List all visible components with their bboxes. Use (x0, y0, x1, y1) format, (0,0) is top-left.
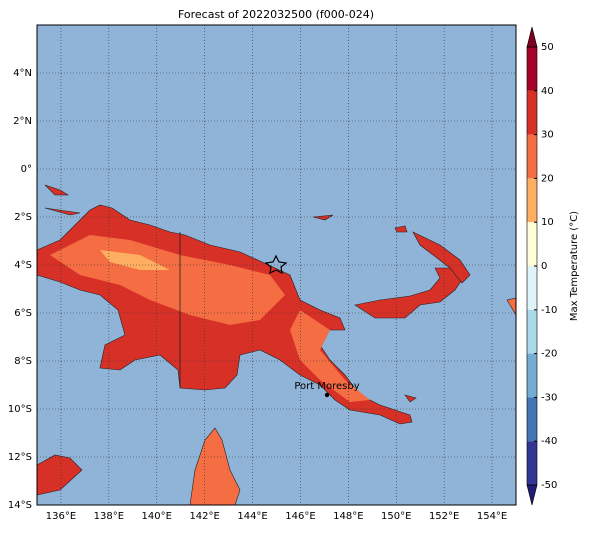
land-island (44, 184, 70, 196)
colorbar-segment (527, 178, 537, 223)
colorbar-tick-label: 40 (541, 86, 554, 97)
x-tick-label: 138°E (94, 511, 124, 522)
land-new-ireland (412, 231, 471, 284)
colorbar-segment (527, 397, 537, 442)
x-tick-label: 150°E (381, 511, 411, 522)
map-title: Forecast of 2022032500 (f000-024) (178, 8, 374, 21)
temperature-area (290, 310, 370, 402)
colorbar-segment (527, 222, 537, 266)
colorbar-tick-label: -20 (541, 349, 557, 360)
colorbar-tick-label: -50 (541, 480, 557, 491)
y-tick-label: 6°S (14, 308, 32, 319)
y-tick-label: 4°N (13, 68, 32, 79)
y-tick-label: 14°S (8, 500, 32, 511)
city-marker (324, 392, 330, 398)
y-tick-label: 10°S (8, 404, 32, 415)
colorbar-tick-label: 30 (541, 130, 554, 141)
y-tick-label: 2°N (13, 116, 32, 127)
colorbar-segment (527, 353, 537, 398)
colorbar: 50 40 30 20 10 0 -10 -20 -30 -40 -50 (526, 26, 557, 506)
land-cape-york (189, 427, 241, 506)
y-tick-label: 4°S (14, 260, 32, 271)
y-tick-label: 8°S (14, 356, 32, 367)
colorbar-segment (527, 90, 537, 135)
x-tick-label: 146°E (285, 511, 315, 522)
colorbar-segment (527, 134, 537, 179)
land-island (44, 207, 81, 216)
star-marker (264, 254, 288, 275)
x-tick-label: 152°E (429, 511, 459, 522)
colorbar-tick-label: -10 (541, 305, 557, 316)
colorbar-tick-label: 0 (541, 261, 547, 272)
x-tick-label: 140°E (142, 511, 172, 522)
y-tick-label: 2°S (14, 212, 32, 223)
map-frame (36, 24, 517, 506)
temperature-area (100, 250, 170, 270)
y-tick-label: 12°S (8, 452, 32, 463)
city-label: Port Moresby (294, 381, 359, 392)
colorbar-tick-label: -30 (541, 392, 557, 403)
land-island (312, 214, 334, 221)
colorbar-tick-label: 50 (541, 42, 554, 53)
grid (37, 25, 516, 506)
x-tick-label: 142°E (189, 511, 219, 522)
land-island (394, 225, 408, 233)
colorbar-extend (526, 26, 538, 48)
colorbar-segment (527, 47, 537, 91)
y-tick-label: 0° (21, 164, 32, 175)
land-island (404, 394, 417, 403)
x-tick-label: 144°E (237, 511, 267, 522)
colorbar-segment (527, 309, 537, 354)
colorbar-label: Max Temperature (°C) (569, 211, 580, 321)
x-tick-label: 148°E (333, 511, 363, 522)
colorbar-segment (527, 266, 537, 310)
colorbar-segment (527, 441, 537, 485)
colorbar-tick-label: -40 (541, 436, 557, 447)
colorbar-extend (526, 484, 538, 506)
colorbar-tick-label: 10 (541, 217, 554, 228)
colorbar-tick-label: 20 (541, 173, 554, 184)
x-tick-label: 136°E (46, 511, 76, 522)
x-tick-label: 154°E (477, 511, 507, 522)
